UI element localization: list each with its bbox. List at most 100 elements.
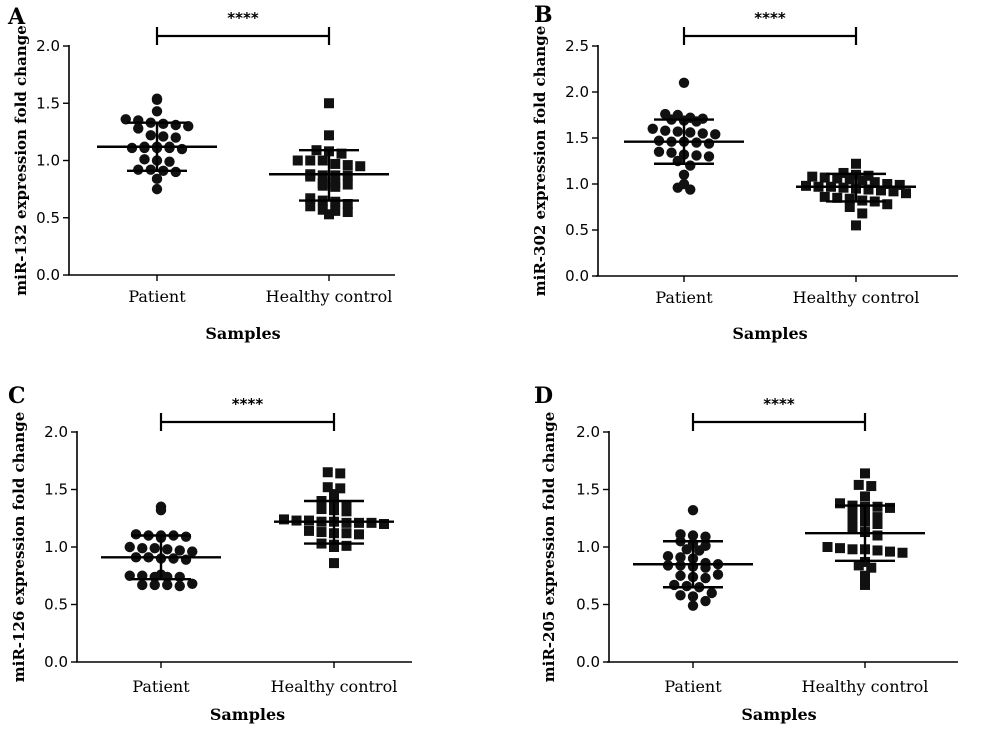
data-point bbox=[329, 542, 339, 552]
data-point bbox=[863, 170, 874, 181]
data-point bbox=[675, 570, 686, 581]
data-point bbox=[174, 580, 185, 592]
data-point bbox=[685, 184, 696, 195]
group-patient bbox=[633, 505, 753, 611]
y-tick-label: 2.0 bbox=[36, 37, 60, 55]
data-point bbox=[866, 481, 877, 492]
y-axis-label: miR-302 expression fold change bbox=[531, 26, 549, 297]
data-point bbox=[819, 191, 830, 202]
y-tick-label: 0.0 bbox=[576, 653, 600, 671]
data-point bbox=[151, 94, 163, 106]
data-point bbox=[305, 201, 316, 212]
group-healthy-control bbox=[274, 467, 394, 569]
panel-d: D 0.0 0.5 1.0 1.5 2.0 Patient Healthy control Sa… bbox=[534, 383, 958, 724]
panel-label: A bbox=[7, 4, 26, 30]
data-point bbox=[678, 77, 690, 89]
data-point bbox=[672, 126, 683, 137]
data-point bbox=[355, 161, 366, 172]
data-point bbox=[835, 498, 845, 509]
data-point bbox=[700, 572, 711, 584]
data-point bbox=[882, 179, 893, 189]
data-point bbox=[700, 595, 711, 607]
panel-label: D bbox=[534, 383, 553, 409]
data-point bbox=[851, 158, 861, 169]
x-tick-label: Healthy control bbox=[266, 287, 393, 306]
data-point bbox=[860, 579, 870, 590]
data-point bbox=[697, 128, 708, 139]
x-axis-label: Samples bbox=[210, 705, 285, 724]
data-point bbox=[149, 579, 160, 591]
y-tick-label: 0.0 bbox=[565, 267, 589, 285]
data-point bbox=[872, 530, 883, 541]
x-axis-label: Samples bbox=[205, 324, 280, 343]
data-point bbox=[354, 529, 364, 540]
group-healthy-control bbox=[796, 158, 916, 231]
significance-label: **** bbox=[227, 9, 259, 27]
data-point bbox=[662, 551, 674, 562]
data-point bbox=[863, 184, 874, 195]
data-point bbox=[139, 154, 150, 165]
x-tick-label: Healthy control bbox=[271, 677, 398, 696]
data-point bbox=[647, 123, 658, 134]
x-axis-label: Samples bbox=[732, 324, 807, 343]
data-point bbox=[305, 155, 316, 166]
data-point bbox=[342, 160, 353, 171]
data-point bbox=[341, 540, 352, 551]
data-point bbox=[844, 193, 855, 204]
data-point bbox=[832, 173, 843, 184]
data-point bbox=[653, 146, 665, 157]
data-point bbox=[675, 590, 686, 601]
data-point bbox=[158, 131, 169, 142]
data-point bbox=[324, 98, 334, 109]
data-point bbox=[322, 482, 333, 493]
data-point bbox=[872, 512, 883, 523]
data-point bbox=[687, 600, 699, 611]
data-point bbox=[666, 147, 677, 158]
data-point bbox=[341, 500, 352, 511]
group-patient bbox=[97, 93, 217, 195]
data-point bbox=[341, 506, 352, 517]
data-point bbox=[330, 205, 341, 216]
data-point bbox=[860, 491, 870, 502]
data-point bbox=[316, 527, 327, 538]
data-point bbox=[853, 560, 864, 571]
data-point bbox=[342, 207, 353, 218]
x-axis-label: Samples bbox=[741, 705, 816, 724]
y-tick-label: 1.0 bbox=[36, 152, 60, 170]
data-point bbox=[329, 558, 339, 569]
y-tick-label: 0.0 bbox=[44, 653, 68, 671]
data-point bbox=[857, 175, 868, 186]
y-tick-label: 2.0 bbox=[576, 423, 600, 441]
data-point bbox=[330, 158, 341, 169]
data-point bbox=[847, 514, 858, 525]
data-point bbox=[694, 545, 705, 556]
data-point bbox=[137, 579, 148, 591]
data-point bbox=[678, 169, 690, 180]
y-tick-label: 1.0 bbox=[565, 175, 589, 193]
x-tick-label: Patient bbox=[128, 287, 186, 306]
data-point bbox=[279, 514, 289, 525]
data-point bbox=[187, 578, 198, 589]
data-point bbox=[174, 545, 185, 556]
data-point bbox=[872, 545, 883, 556]
data-point bbox=[844, 202, 855, 212]
data-point bbox=[336, 148, 347, 159]
data-point bbox=[170, 132, 181, 143]
data-point bbox=[305, 171, 316, 182]
data-point bbox=[145, 130, 156, 141]
data-point bbox=[691, 150, 702, 161]
data-point bbox=[317, 204, 328, 215]
data-point bbox=[329, 489, 339, 500]
y-axis-label: miR-132 expression fold change bbox=[12, 25, 30, 296]
data-point bbox=[292, 155, 303, 166]
data-point bbox=[685, 160, 696, 171]
y-tick-label: 1.5 bbox=[44, 481, 68, 499]
data-point bbox=[162, 544, 173, 555]
y-tick-label: 2.0 bbox=[44, 423, 68, 441]
group-healthy-control bbox=[269, 98, 389, 220]
y-tick-label: 1.0 bbox=[44, 538, 68, 556]
y-tick-label: 1.5 bbox=[576, 481, 600, 499]
data-point bbox=[305, 193, 316, 204]
y-tick-label: 0.5 bbox=[36, 209, 60, 227]
